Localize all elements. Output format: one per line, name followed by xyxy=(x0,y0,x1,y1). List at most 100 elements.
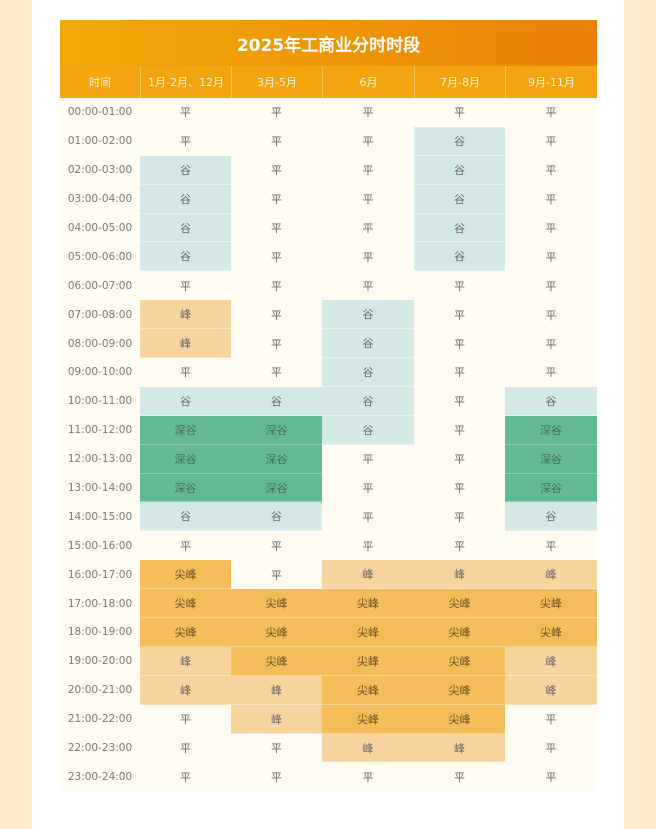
table-row: 00:00-01:00 平 平 平 平 平 xyxy=(60,98,597,127)
table-body: 00:00-01:00 平平平平平 01:00-02:00 平平平谷平 02:00-03… xyxy=(60,98,597,791)
header-time: 时间 xyxy=(89,75,111,89)
table-row: 10:00-11:00 谷谷谷平谷 xyxy=(60,386,597,416)
period-cell: 深谷 xyxy=(505,444,597,474)
period-cell: 平 xyxy=(545,742,557,756)
period-cell: 尖峰 xyxy=(140,589,231,619)
period-cell: 平 xyxy=(271,742,282,756)
time-cell: 12:00-13:00 xyxy=(67,453,133,466)
period-cell: 尖峰 xyxy=(231,618,322,647)
period-cell: 平 xyxy=(545,539,557,553)
period-cell: 平 xyxy=(362,482,374,496)
period-cell: 峰 xyxy=(140,675,231,705)
period-cell: 平 xyxy=(454,279,465,293)
period-cell: 峰 xyxy=(140,646,231,676)
table-row: 14:00-15:00 谷谷平平谷 xyxy=(60,502,597,532)
period-cell: 谷 xyxy=(505,502,597,532)
period-cell: 平 xyxy=(454,482,465,496)
period-cell: 平 xyxy=(180,770,191,784)
table-row: 15:00-16:00 平 平 平 平 平 xyxy=(60,531,597,560)
period-cell: 尖峰 xyxy=(140,560,231,590)
period-cell: 平 xyxy=(362,135,374,149)
period-cell: 平 xyxy=(545,164,557,178)
table-row: 07:00-08:00 峰 平 谷 平 平 xyxy=(60,300,597,330)
period-cell: 平 xyxy=(271,568,282,582)
period-cell: 峰 xyxy=(505,560,597,590)
period-cell: 谷 xyxy=(414,213,505,243)
period-cell: 谷 xyxy=(231,502,322,532)
period-cell: 平 xyxy=(271,193,282,207)
period-cell: 平 xyxy=(362,250,374,264)
period-cell: 平 xyxy=(545,106,557,120)
table-row: 18:00-19:00 尖峰 尖峰 尖峰 尖峰 尖峰 xyxy=(60,618,597,647)
table-row: 20:00-21:00 峰峰尖峰 尖峰峰 xyxy=(60,675,597,705)
period-cell: 峰 xyxy=(231,704,322,734)
time-cell: 08:00-09:00 xyxy=(67,337,133,350)
period-cell: 深谷 xyxy=(140,473,231,503)
table-row: 21:00-22:00 平峰尖峰 尖峰平 xyxy=(60,704,597,734)
time-cell: 03:00-04:00 xyxy=(67,193,133,206)
time-cell: 04:00-05:00 xyxy=(67,222,133,234)
period-cell: 平 xyxy=(362,222,374,235)
period-cell: 深谷 xyxy=(231,444,322,474)
period-cell: 峰 xyxy=(414,560,505,590)
period-cell: 平 xyxy=(180,539,191,553)
table-row: 09:00-10:00 平 平 谷 平 平 xyxy=(60,358,597,387)
period-cell: 深谷 xyxy=(231,473,322,503)
header-sep-nov: 9月-11月 xyxy=(505,66,597,98)
period-cell: 谷 xyxy=(140,386,231,416)
period-cell: 峰 xyxy=(231,675,322,705)
table-row: 16:00-17:00 尖峰平峰峰峰 xyxy=(60,560,597,590)
period-cell: 平 xyxy=(180,366,191,380)
header-mar-may: 3月-5月 xyxy=(231,66,322,98)
period-cell: 平 xyxy=(545,366,557,380)
period-cell: 谷 xyxy=(322,300,414,330)
time-cell: 05:00-06:00 xyxy=(67,250,133,263)
period-cell: 谷 xyxy=(140,242,231,272)
table-row: 11:00-12:00 深谷 深谷谷平深谷 xyxy=(60,415,597,445)
time-cell: 21:00-22:00 xyxy=(67,713,133,726)
period-cell: 深谷 xyxy=(140,444,231,474)
time-cell: 22:00-23:00 xyxy=(67,742,133,755)
period-cell: 平 xyxy=(454,106,465,120)
period-cell: 谷 xyxy=(322,358,414,387)
period-cell: 平 xyxy=(545,770,557,784)
table-row: 13:00-14:00 深谷 深谷平平深谷 xyxy=(60,473,597,503)
table-title: 2025年工商业分时时段 xyxy=(60,20,597,66)
period-cell: 平 xyxy=(454,308,465,322)
time-cell: 18:00-19:00 xyxy=(67,626,133,639)
time-cell: 00:00-01:00 xyxy=(67,106,133,119)
period-cell: 谷 xyxy=(140,213,231,243)
period-cell: 峰 xyxy=(505,646,597,676)
time-cell: 17:00-18:00 xyxy=(67,597,133,610)
time-of-use-table: 2025年工商业分时时段 时间 1月-2月、12月 3月-5月 6月 7月-8月… xyxy=(60,20,597,792)
table-row: 01:00-02:00 平 平 平 谷 平 xyxy=(60,126,597,156)
period-cell: 谷 xyxy=(140,502,231,532)
table-row: 04:00-05:00 谷 平 平 谷 平 xyxy=(60,213,597,243)
period-cell: 尖峰 xyxy=(322,618,414,647)
period-cell: 峰 xyxy=(322,733,414,763)
period-cell: 尖峰 xyxy=(414,646,505,676)
time-cell: 01:00-02:00 xyxy=(67,135,133,148)
period-cell: 平 xyxy=(271,337,282,351)
period-cell: 平 xyxy=(271,106,282,120)
period-cell: 峰 xyxy=(505,675,597,705)
time-cell: 13:00-14:00 xyxy=(67,482,133,495)
period-cell: 平 xyxy=(454,539,465,553)
period-cell: 平 xyxy=(545,222,557,235)
period-cell: 平 xyxy=(454,366,465,380)
period-cell: 谷 xyxy=(505,386,597,416)
period-cell: 谷 xyxy=(140,155,231,185)
time-cell: 16:00-17:00 xyxy=(67,568,133,581)
period-cell: 尖峰 xyxy=(414,675,505,705)
table-row: 03:00-04:00 谷 平 平 谷 平 xyxy=(60,184,597,214)
period-cell: 尖峰 xyxy=(322,704,414,734)
period-cell: 深谷 xyxy=(140,415,231,445)
time-cell: 11:00-12:00 xyxy=(67,424,133,437)
period-cell: 平 xyxy=(271,222,282,235)
time-cell: 07:00-08:00 xyxy=(67,308,133,321)
period-cell: 尖峰 xyxy=(505,618,597,647)
period-cell: 尖峰 xyxy=(322,646,414,676)
period-cell: 尖峰 xyxy=(414,704,505,734)
period-cell: 平 xyxy=(545,250,557,264)
period-cell: 平 xyxy=(545,135,557,149)
